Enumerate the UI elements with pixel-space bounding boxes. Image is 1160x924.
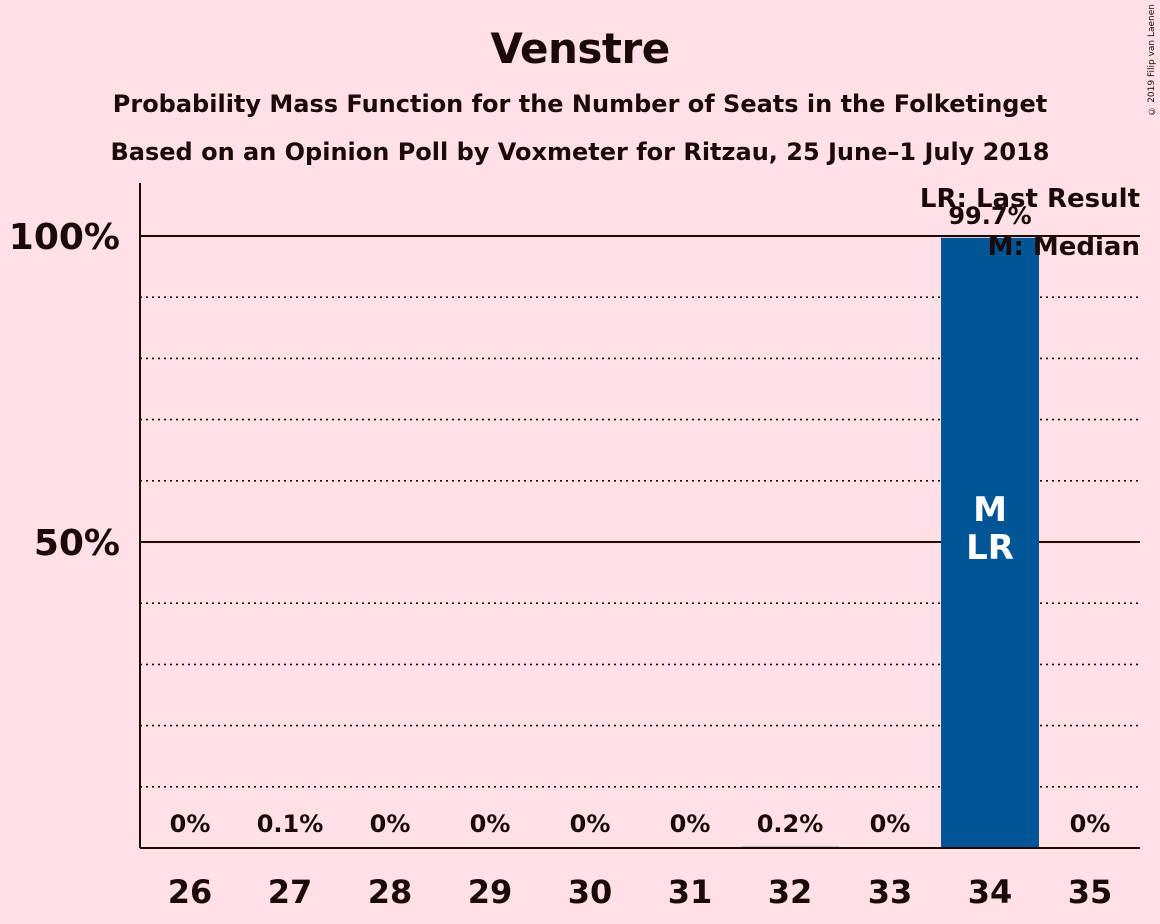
- value-label-26: 0%: [170, 810, 211, 838]
- x-tick-label-31: 31: [668, 873, 713, 911]
- bar-34: [941, 237, 1039, 848]
- bar-marker-m: M: [973, 490, 1007, 530]
- value-labels: 0% 0.1% 0% 0% 0% 0% 0.2% 0% 99.7% MLR 0%: [170, 202, 1111, 838]
- x-tick-label-34: 34: [968, 873, 1013, 911]
- value-label-35: 0%: [1070, 810, 1111, 838]
- value-label-28: 0%: [370, 810, 411, 838]
- axes: 50% 100% 26 27 28 29 30 31 32 33 34 35: [9, 183, 1140, 911]
- value-label-30: 0%: [570, 810, 611, 838]
- x-tick-label-27: 27: [268, 873, 313, 911]
- value-label-34: 99.7%: [948, 202, 1031, 230]
- x-tick-label-29: 29: [468, 873, 513, 911]
- y-tick-label: 100%: [9, 217, 120, 258]
- legend-last-result: LR: Last Result: [919, 184, 1140, 214]
- legend-median: M: Median: [987, 232, 1140, 262]
- bar-marker-lr: LR: [966, 528, 1014, 568]
- chart-subtitle: Probability Mass Function for the Number…: [112, 90, 1048, 118]
- chart-title: Venstre: [490, 24, 670, 73]
- value-label-31: 0%: [670, 810, 711, 838]
- value-label-27: 0.1%: [257, 810, 324, 838]
- value-label-33: 0%: [870, 810, 911, 838]
- x-tick-label-35: 35: [1068, 873, 1113, 911]
- x-tick-label-26: 26: [168, 873, 213, 911]
- value-label-32: 0.2%: [757, 810, 824, 838]
- x-tick-label-28: 28: [368, 873, 413, 911]
- y-tick-label: 50%: [34, 523, 120, 564]
- x-tick-label-32: 32: [768, 873, 813, 911]
- chart-subtitle-source: Based on an Opinion Poll by Voxmeter for…: [110, 138, 1050, 166]
- value-label-29: 0%: [470, 810, 511, 838]
- x-tick-label-33: 33: [868, 873, 913, 911]
- x-tick-label-30: 30: [568, 873, 613, 911]
